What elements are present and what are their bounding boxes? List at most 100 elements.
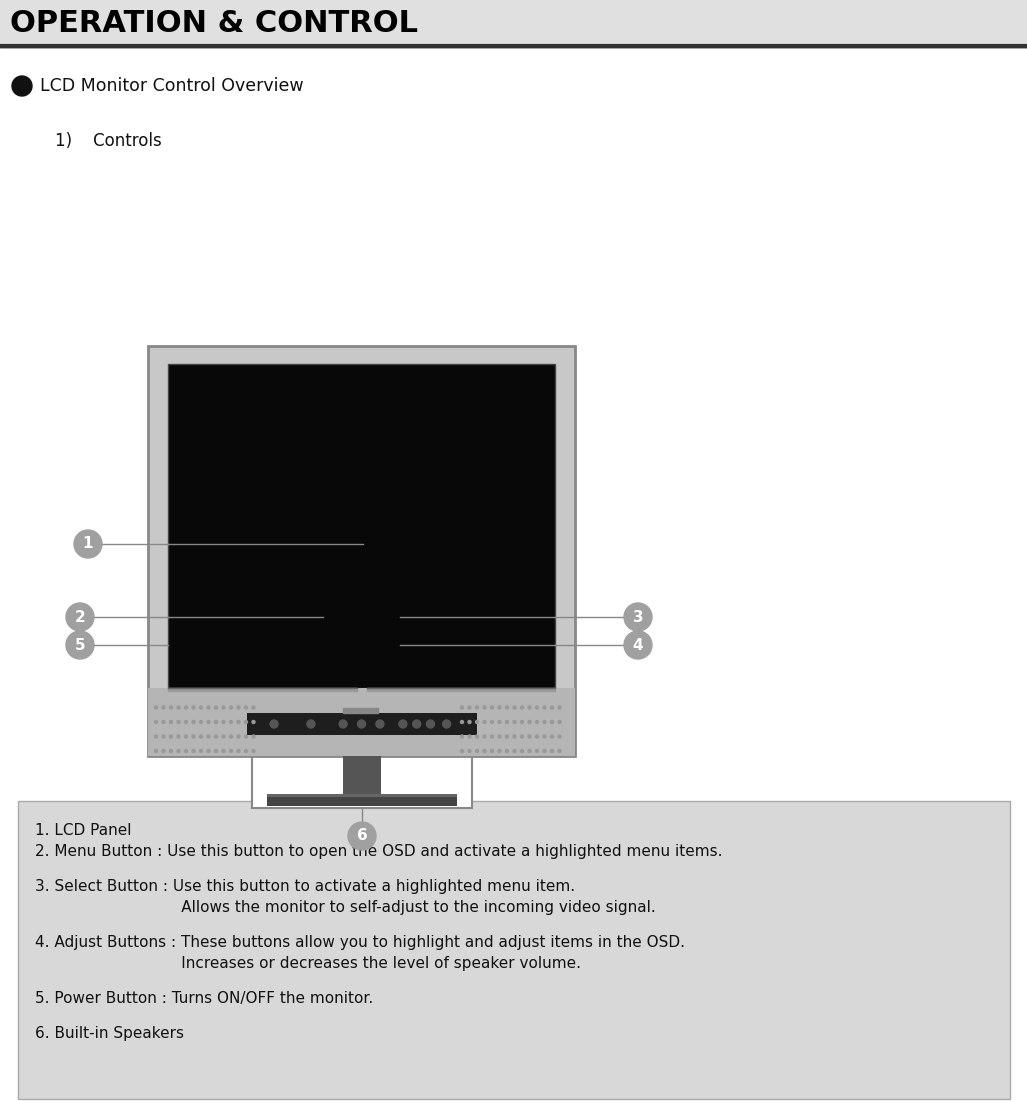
Circle shape <box>376 720 384 728</box>
Circle shape <box>154 706 157 709</box>
Text: Increases or decreases the level of speaker volume.: Increases or decreases the level of spea… <box>35 956 581 971</box>
Bar <box>0 0 1027 46</box>
Circle shape <box>476 706 479 709</box>
Circle shape <box>476 720 479 723</box>
Circle shape <box>162 735 165 738</box>
Circle shape <box>12 76 32 96</box>
Circle shape <box>177 735 180 738</box>
Circle shape <box>491 735 494 738</box>
Circle shape <box>215 750 218 752</box>
Bar <box>18 802 1010 1099</box>
Circle shape <box>199 706 202 709</box>
Circle shape <box>222 735 225 738</box>
Text: LCD Monitor Control Overview: LCD Monitor Control Overview <box>40 77 304 95</box>
Circle shape <box>237 735 240 738</box>
Circle shape <box>207 750 210 752</box>
Circle shape <box>505 735 508 738</box>
Bar <box>266 794 456 806</box>
Circle shape <box>476 735 479 738</box>
Circle shape <box>270 720 278 728</box>
Circle shape <box>543 706 546 709</box>
Circle shape <box>162 750 165 752</box>
Circle shape <box>252 706 255 709</box>
Circle shape <box>535 750 538 752</box>
Circle shape <box>185 735 188 738</box>
Circle shape <box>215 706 218 709</box>
Circle shape <box>505 706 508 709</box>
Bar <box>246 713 477 735</box>
Circle shape <box>460 750 463 752</box>
Circle shape <box>483 720 486 723</box>
Bar <box>343 708 378 713</box>
Circle shape <box>550 750 554 752</box>
Circle shape <box>244 735 248 738</box>
Circle shape <box>207 706 210 709</box>
Circle shape <box>498 750 501 752</box>
Circle shape <box>528 750 531 752</box>
Circle shape <box>307 720 315 728</box>
Text: 6. Built-in Speakers: 6. Built-in Speakers <box>35 1026 184 1042</box>
Circle shape <box>215 735 218 738</box>
Circle shape <box>468 720 471 723</box>
Circle shape <box>498 720 501 723</box>
Circle shape <box>162 706 165 709</box>
Circle shape <box>398 720 407 728</box>
Bar <box>266 794 456 797</box>
Circle shape <box>154 750 157 752</box>
Circle shape <box>550 720 554 723</box>
Circle shape <box>460 720 463 723</box>
Text: 5: 5 <box>75 637 85 653</box>
Circle shape <box>199 720 202 723</box>
Circle shape <box>521 735 524 738</box>
Circle shape <box>491 750 494 752</box>
Circle shape <box>483 735 486 738</box>
Circle shape <box>468 750 471 752</box>
Text: 1)    Controls: 1) Controls <box>55 132 161 150</box>
Circle shape <box>169 735 173 738</box>
Circle shape <box>528 735 531 738</box>
Circle shape <box>528 720 531 723</box>
Circle shape <box>199 750 202 752</box>
Circle shape <box>169 720 173 723</box>
Circle shape <box>66 631 94 659</box>
Circle shape <box>443 720 451 728</box>
Circle shape <box>535 720 538 723</box>
Bar <box>266 794 456 797</box>
Circle shape <box>543 720 546 723</box>
Circle shape <box>491 720 494 723</box>
Circle shape <box>229 750 232 752</box>
Circle shape <box>543 735 546 738</box>
Circle shape <box>215 720 218 723</box>
Circle shape <box>192 706 195 709</box>
Circle shape <box>348 822 376 850</box>
Circle shape <box>229 706 232 709</box>
Circle shape <box>521 750 524 752</box>
Text: 5. Power Button : Turns ON/OFF the monitor.: 5. Power Button : Turns ON/OFF the monit… <box>35 991 373 1006</box>
Circle shape <box>624 631 652 659</box>
Circle shape <box>483 706 486 709</box>
Text: 6: 6 <box>356 828 368 843</box>
Circle shape <box>514 735 516 738</box>
Circle shape <box>550 735 554 738</box>
Circle shape <box>535 735 538 738</box>
Text: 4: 4 <box>633 637 643 653</box>
Circle shape <box>237 720 240 723</box>
Circle shape <box>505 720 508 723</box>
Circle shape <box>339 720 347 728</box>
Circle shape <box>154 735 157 738</box>
Circle shape <box>252 750 255 752</box>
Circle shape <box>528 706 531 709</box>
Circle shape <box>521 720 524 723</box>
Circle shape <box>177 720 180 723</box>
Circle shape <box>535 706 538 709</box>
Circle shape <box>74 530 102 558</box>
Circle shape <box>222 750 225 752</box>
Circle shape <box>244 706 248 709</box>
Circle shape <box>192 735 195 738</box>
Circle shape <box>252 735 255 738</box>
Text: 4. Adjust Buttons : These buttons allow you to highlight and adjust items in the: 4. Adjust Buttons : These buttons allow … <box>35 935 685 950</box>
Circle shape <box>192 750 195 752</box>
Circle shape <box>237 750 240 752</box>
Circle shape <box>185 706 188 709</box>
Circle shape <box>550 706 554 709</box>
